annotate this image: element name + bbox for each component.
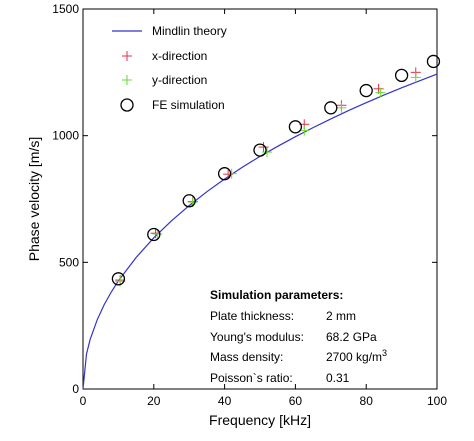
x-tick-label: 80 — [360, 394, 374, 408]
fe-simulation-point — [111, 272, 126, 286]
fe-simulation-point — [288, 120, 303, 134]
fe-simulation-point — [426, 54, 441, 69]
x-axis-title: Frequency [kHz] — [209, 412, 311, 428]
parameter-label: Young's modulus: — [210, 330, 304, 344]
y-tick-label: 1500 — [52, 2, 79, 16]
y-direction-point — [410, 72, 421, 83]
plot-area — [82, 8, 438, 390]
parameters-box: Simulation parameters: Plate thickness: 2 … — [210, 288, 387, 385]
legend-plus-swatch — [122, 75, 132, 85]
y-direction-point — [336, 102, 347, 113]
parameter-value: 2 mm — [326, 309, 356, 323]
theory-curve — [82, 73, 438, 390]
parameter-superscript: 3 — [382, 348, 387, 358]
legend-plus-swatch — [122, 51, 132, 61]
fe-simulation-point — [182, 194, 196, 208]
legend-label: x-direction — [152, 49, 207, 63]
y-direction-point — [152, 228, 163, 239]
parameter-label: Mass density: — [210, 350, 283, 364]
y-tick-label: 0 — [72, 382, 79, 396]
legend-label: y-direction — [152, 73, 207, 87]
fe-simulation-point — [217, 167, 232, 181]
fe-simulation-point — [253, 143, 267, 157]
legend-label: Mindlin theory — [152, 24, 227, 38]
x-direction-point — [258, 142, 269, 153]
y-direction-point — [226, 168, 237, 179]
data-layer — [82, 54, 441, 390]
x-tick-label: 40 — [218, 394, 232, 408]
y-direction-point — [375, 87, 386, 98]
fe-simulation-point — [147, 227, 161, 242]
parameter-label: Plate thickness: — [210, 309, 294, 323]
parameters-title: Simulation parameters: — [210, 288, 343, 302]
y-direction-point — [299, 125, 310, 136]
fe-simulation-point — [394, 68, 409, 83]
y-direction-point — [262, 147, 273, 158]
x-tick-label: 100 — [427, 394, 447, 408]
x-direction-point — [150, 228, 161, 239]
y-tick-label: 500 — [59, 255, 79, 269]
fe-simulation-point — [324, 101, 338, 115]
legend-circle-swatch — [120, 98, 134, 112]
x-tick-label: 60 — [289, 394, 303, 408]
parameter-label: Poisson`s ratio: — [210, 371, 293, 385]
legend: Mindlin theory x-direction y-direction FE s… — [112, 24, 227, 112]
parameter-value: 2700 kg/m3 — [326, 348, 387, 364]
x-tick-label: 20 — [147, 394, 161, 408]
parameter-value: 68.2 GPa — [326, 330, 377, 344]
y-axis-title: Phase velocity [m/s] — [26, 137, 42, 262]
legend-label: FE simulation — [152, 98, 225, 112]
fe-simulation-point — [359, 83, 373, 98]
y-tick-label: 1000 — [52, 129, 79, 143]
x-tick-label: 0 — [80, 394, 87, 408]
parameter-value: 0.31 — [326, 371, 350, 385]
